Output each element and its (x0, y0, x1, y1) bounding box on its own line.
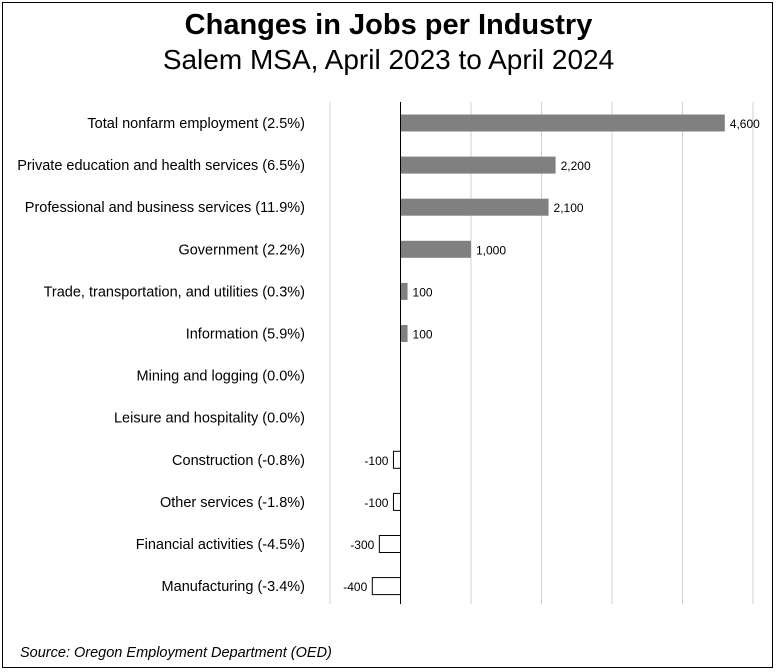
value-label: 4,600 (730, 117, 760, 131)
value-label: -100 (364, 454, 388, 468)
gridlines (329, 102, 754, 604)
bar (400, 282, 408, 300)
value-label: -400 (343, 580, 367, 594)
category-label: Private education and health services (6… (17, 158, 305, 174)
category-labels: Total nonfarm employment (2.5%) Private e… (17, 116, 305, 595)
category-label: Financial activities (-4.5%) (136, 537, 305, 553)
bars (371, 114, 725, 596)
category-label: Information (5.9%) (186, 327, 305, 343)
bar (400, 156, 556, 174)
value-label: 100 (413, 285, 433, 299)
bar (392, 450, 402, 469)
chart-subtitle: Salem MSA, April 2023 to April 2024 (162, 44, 615, 75)
source-note: Source: Oregon Employment Department (OE… (20, 645, 332, 661)
value-label: 2,200 (561, 159, 591, 173)
bar (371, 577, 401, 596)
category-label: Construction (-0.8%) (172, 453, 305, 469)
bar-chart: Total nonfarm employment (2.5%) Private e… (17, 102, 760, 604)
bar (400, 114, 725, 132)
value-label: 100 (413, 328, 433, 342)
category-label: Other services (-1.8%) (160, 495, 305, 511)
bar (400, 240, 471, 258)
category-label: Manufacturing (-3.4%) (162, 579, 305, 595)
category-label: Professional and business services (11.9… (25, 200, 305, 216)
value-label: -300 (350, 538, 374, 552)
bar (400, 325, 408, 342)
value-label: -100 (364, 496, 388, 510)
category-label: Mining and logging (0.0%) (137, 369, 305, 385)
category-label: Total nonfarm employment (2.5%) (87, 116, 305, 132)
chart-title: Changes in Jobs per Industry (184, 9, 593, 41)
bar (400, 198, 549, 216)
bar (378, 535, 402, 553)
category-label: Government (2.2%) (178, 242, 305, 258)
bar (392, 492, 402, 511)
category-label: Leisure and hospitality (0.0%) (114, 411, 305, 427)
category-label: Trade, transportation, and utilities (0.… (44, 284, 305, 300)
value-label: 1,000 (476, 243, 506, 257)
value-label: 2,100 (554, 201, 584, 215)
value-labels: 4,600 2,200 2,100 1,000 100 100 -100 -100 -300 -4… (343, 117, 760, 594)
